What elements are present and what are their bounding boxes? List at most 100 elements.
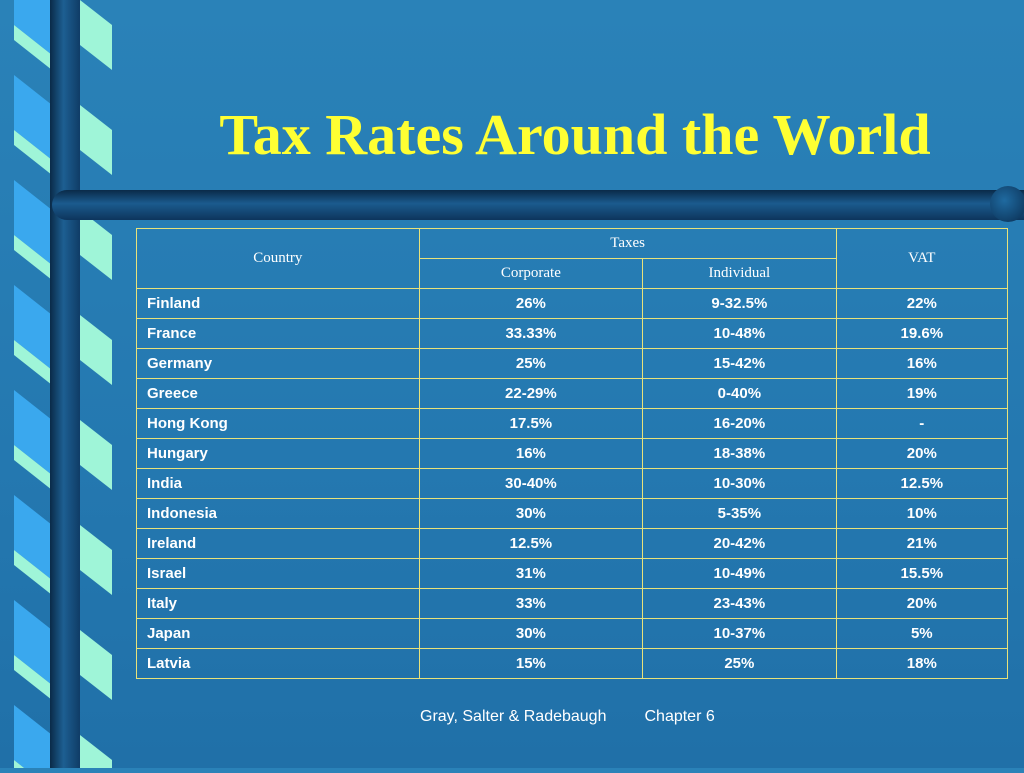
ribbon-segment: [14, 130, 52, 175]
cell-individual: 0-40%: [642, 378, 837, 409]
table-row: Hungary 16% 18-38% 20%: [136, 438, 1009, 469]
cell-vat: 19.6%: [835, 318, 1009, 349]
cell-country: Germany: [136, 348, 420, 379]
ribbon-segment: [14, 0, 52, 55]
tax-rates-table: Country Taxes VAT Corporate Individual F…: [136, 228, 1009, 679]
cell-individual: 10-49%: [642, 558, 837, 589]
table-row: Finland 26% 9-32.5% 22%: [136, 288, 1009, 319]
table-row: India 30-40% 10-30% 12.5%: [136, 468, 1009, 499]
cell-corporate: 25%: [418, 348, 644, 379]
cell-vat: 10%: [835, 498, 1009, 529]
ribbon-segment: [14, 180, 52, 265]
cell-vat: 15.5%: [835, 558, 1009, 589]
cell-vat: 20%: [835, 438, 1009, 469]
ribbon-segment: [80, 420, 112, 490]
ribbon-segment: [80, 315, 112, 385]
cell-individual: 18-38%: [642, 438, 837, 469]
header-individual: Individual: [642, 258, 837, 289]
cell-corporate: 17.5%: [418, 408, 644, 439]
cell-vat: 16%: [835, 348, 1009, 379]
cell-country: Italy: [136, 588, 420, 619]
cell-country: Israel: [136, 558, 420, 589]
cell-individual: 9-32.5%: [642, 288, 837, 319]
vertical-pole: [50, 0, 80, 768]
cell-individual: 20-42%: [642, 528, 837, 559]
table-row: Japan 30% 10-37% 5%: [136, 618, 1009, 649]
cell-country: Japan: [136, 618, 420, 649]
table-row: Germany 25% 15-42% 16%: [136, 348, 1009, 379]
ribbon-segment: [80, 525, 112, 595]
cell-vat: 21%: [835, 528, 1009, 559]
cell-country: Ireland: [136, 528, 420, 559]
decorative-ribbon: [0, 0, 112, 773]
ribbon-segment: [80, 210, 112, 280]
ribbon-segment: [14, 75, 52, 160]
ribbon-segment: [14, 340, 52, 385]
table-row: Greece 22-29% 0-40% 19%: [136, 378, 1009, 409]
cell-country: France: [136, 318, 420, 349]
cell-corporate: 16%: [418, 438, 644, 469]
cell-corporate: 22-29%: [418, 378, 644, 409]
header-taxes: Taxes: [418, 228, 837, 259]
cell-country: Finland: [136, 288, 420, 319]
header-country: Country: [136, 228, 420, 289]
ribbon-segment: [14, 655, 52, 700]
cell-country: Latvia: [136, 648, 420, 679]
cell-corporate: 30-40%: [418, 468, 644, 499]
cell-individual: 23-43%: [642, 588, 837, 619]
cell-corporate: 26%: [418, 288, 644, 319]
cell-individual: 5-35%: [642, 498, 837, 529]
ribbon-segment: [80, 735, 112, 773]
cell-individual: 10-30%: [642, 468, 837, 499]
cell-vat: 18%: [835, 648, 1009, 679]
ribbon-segment: [80, 0, 112, 70]
ribbon-segment: [14, 550, 52, 595]
ribbon-segment: [14, 445, 52, 490]
cell-vat: 12.5%: [835, 468, 1009, 499]
cell-corporate: 30%: [418, 498, 644, 529]
ribbon-segment: [14, 705, 52, 773]
cell-country: Hong Kong: [136, 408, 420, 439]
bar-end-cap: [990, 186, 1024, 222]
cell-vat: 20%: [835, 588, 1009, 619]
cell-corporate: 12.5%: [418, 528, 644, 559]
cell-corporate: 15%: [418, 648, 644, 679]
cell-individual: 10-48%: [642, 318, 837, 349]
cell-individual: 15-42%: [642, 348, 837, 379]
table-row: Hong Kong 17.5% 16-20% -: [136, 408, 1009, 439]
cell-vat: 19%: [835, 378, 1009, 409]
ribbon-segment: [14, 495, 52, 580]
table-row: France 33.33% 10-48% 19.6%: [136, 318, 1009, 349]
slide-title: Tax Rates Around the World: [219, 102, 931, 167]
cell-corporate: 33%: [418, 588, 644, 619]
table-row: Indonesia 30% 5-35% 10%: [136, 498, 1009, 529]
footer: Gray, Salter & Radebaugh Chapter 6: [420, 708, 715, 726]
ribbon-graphic: [14, 0, 112, 773]
cell-country: Indonesia: [136, 498, 420, 529]
footer-chapter: Chapter 6: [644, 708, 715, 725]
header-vat: VAT: [835, 228, 1009, 289]
ribbon-segment: [80, 105, 112, 175]
header-corporate: Corporate: [418, 258, 644, 289]
header-row: Country Taxes VAT: [136, 228, 1009, 289]
table-body: Finland 26% 9-32.5% 22% France 33.33% 10-48% 19…: [136, 288, 1009, 679]
cell-country: Hungary: [136, 438, 420, 469]
table-row: Latvia 15% 25% 18%: [136, 648, 1009, 679]
footer-authors: Gray, Salter & Radebaugh: [420, 708, 607, 725]
cell-vat: 5%: [835, 618, 1009, 649]
cell-individual: 10-37%: [642, 618, 837, 649]
ribbon-segment: [14, 285, 52, 370]
table-row: Ireland 12.5% 20-42% 21%: [136, 528, 1009, 559]
cell-vat: -: [835, 408, 1009, 439]
ribbon-segment: [14, 600, 52, 685]
cell-country: Greece: [136, 378, 420, 409]
ribbon-segment: [14, 235, 52, 280]
cell-corporate: 31%: [418, 558, 644, 589]
cell-corporate: 33.33%: [418, 318, 644, 349]
table-row: Italy 33% 23-43% 20%: [136, 588, 1009, 619]
horizontal-bar: [52, 190, 1024, 220]
cell-individual: 25%: [642, 648, 837, 679]
cell-individual: 16-20%: [642, 408, 837, 439]
cell-country: India: [136, 468, 420, 499]
ribbon-segment: [14, 25, 52, 70]
